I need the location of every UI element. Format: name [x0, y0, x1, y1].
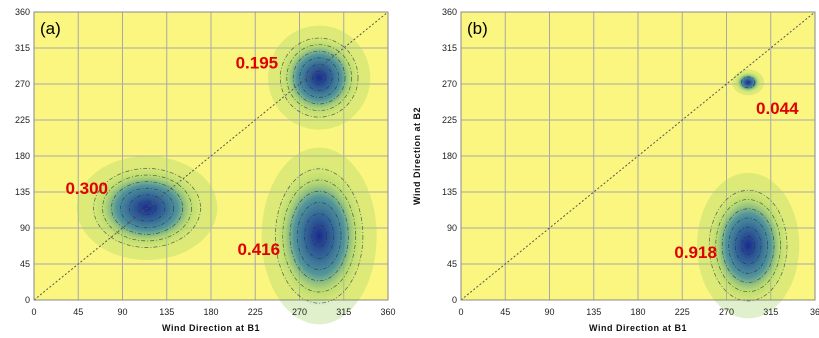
contour-line [93, 168, 201, 248]
contour-line [137, 201, 157, 215]
x-tick-label: 180 [203, 307, 218, 317]
contour-line [102, 174, 192, 242]
contour-line [275, 168, 364, 304]
contour-line [111, 181, 184, 235]
y-tick-label: 135 [442, 187, 457, 197]
x-tick-label: 225 [248, 307, 263, 317]
contour-line [282, 179, 356, 293]
y-tick-label: 360 [442, 7, 457, 17]
contour-line [708, 189, 788, 302]
contour-line [120, 187, 175, 229]
peak-value-label: 0.195 [236, 53, 279, 72]
peak-value-label: 0.044 [756, 99, 799, 118]
y-tick-label: 45 [20, 259, 30, 269]
diagonal-reference-b [460, 11, 816, 301]
density-peaks-b [697, 69, 800, 319]
contour-line [734, 226, 762, 265]
y-tick-label: 225 [15, 115, 30, 125]
x-axis-title-b: Wind Direction at B1 [589, 323, 687, 333]
y-tick-label: 360 [15, 7, 30, 17]
y-tick-label: 45 [447, 259, 457, 269]
density-peak [278, 36, 361, 120]
contour-line [128, 194, 166, 222]
y-tick-label: 270 [442, 79, 457, 89]
y-tick-label: 180 [442, 151, 457, 161]
peak-value-label: 0.300 [65, 179, 108, 198]
x-tick-label: 225 [675, 307, 690, 317]
x-tick-label: 0 [458, 307, 463, 317]
peak-labels-b: 0.918 0.044 [674, 99, 799, 262]
peak-value-label: 0.918 [674, 243, 717, 262]
x-tick-label: 315 [763, 307, 778, 317]
y-tick-labels-a: 0 45 90 135 180 225 270 315 360 [15, 7, 30, 305]
contour-line [292, 50, 346, 105]
peak-labels-a: 0.300 0.416 0.195 [65, 53, 280, 258]
x-tick-label: 90 [544, 307, 554, 317]
diagonal-reference-a [33, 11, 389, 301]
contour-line [715, 199, 781, 293]
contours-a [93, 37, 364, 304]
density-peak [707, 187, 790, 304]
y-tick-label: 90 [447, 223, 457, 233]
y-tick-label: 315 [442, 43, 457, 53]
x-tick-label: 90 [117, 307, 127, 317]
contour-line [286, 44, 352, 111]
heatmap-panel-a: 0 45 90 135 180 225 270 315 360 0 45 90 135 180 225 27… [15, 7, 396, 333]
y-tick-label: 315 [15, 43, 30, 53]
x-tick-label: 135 [586, 307, 601, 317]
y-tick-label: 0 [452, 295, 457, 305]
x-tick-label: 270 [292, 307, 307, 317]
density-peak [735, 72, 761, 93]
x-tick-label: 315 [336, 307, 351, 317]
contour-line [304, 213, 335, 259]
y-axis-title-b: Wind Direction at B2 [412, 107, 422, 205]
x-tick-label: 0 [31, 307, 36, 317]
plot-frame-a [33, 11, 389, 301]
x-tick-label: 270 [719, 307, 734, 317]
contour-line [741, 236, 755, 256]
peak-value-label: 0.416 [238, 240, 281, 259]
contour-line [311, 224, 327, 248]
x-tick-label: 45 [500, 307, 510, 317]
x-tick-label: 135 [159, 307, 174, 317]
y-tick-label: 135 [15, 187, 30, 197]
x-tick-label: 360 [380, 307, 395, 317]
y-tick-label: 270 [15, 79, 30, 89]
panel-label-b: (b) [467, 19, 488, 38]
y-tick-labels-b: 0 45 90 135 180 225 270 315 360 [442, 7, 457, 305]
x-axis-title-a: Wind Direction at B1 [162, 323, 260, 333]
x-tick-labels-b: 0 45 90 135 180 225 270 315 36 [458, 307, 819, 317]
contour-line [728, 217, 768, 274]
panel-label-a: (a) [40, 19, 61, 38]
contour-line [299, 57, 339, 98]
plot-frame-b [460, 11, 816, 301]
y-tick-label: 0 [25, 295, 30, 305]
contour-line [741, 76, 756, 89]
y-tick-label: 90 [20, 223, 30, 233]
heatmap-panel-b: 0 45 90 135 180 225 270 315 36 0 45 90 135 180 225 270… [412, 7, 819, 333]
y-tick-label: 180 [15, 151, 30, 161]
density-peak [273, 165, 366, 307]
x-tick-label: 36 [810, 307, 819, 317]
x-tick-label: 180 [630, 307, 645, 317]
contour-line [721, 208, 775, 283]
contour-line [289, 190, 349, 282]
contour-line [305, 64, 333, 92]
contour-line [279, 37, 359, 118]
contour-line [312, 70, 326, 85]
y-tick-label: 225 [442, 115, 457, 125]
x-tick-label: 45 [73, 307, 83, 317]
contours-b [708, 76, 788, 302]
contour-line [296, 202, 342, 270]
x-tick-labels-a: 0 45 90 135 180 225 270 315 360 [31, 307, 395, 317]
